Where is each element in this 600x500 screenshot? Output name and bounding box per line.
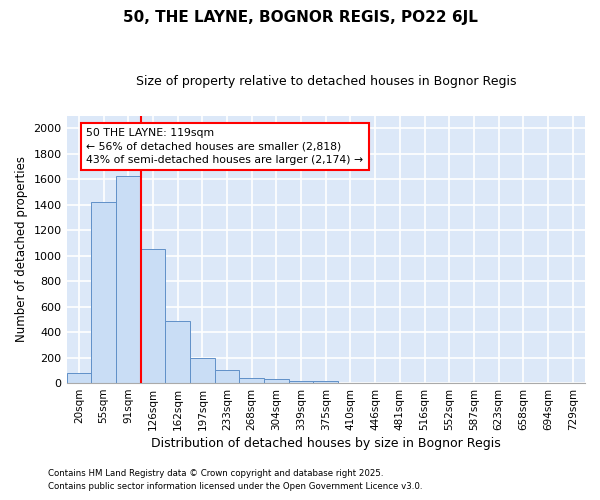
Bar bbox=[289, 380, 313, 383]
Text: 50 THE LAYNE: 119sqm
← 56% of detached houses are smaller (2,818)
43% of semi-de: 50 THE LAYNE: 119sqm ← 56% of detached h… bbox=[86, 128, 364, 164]
Bar bbox=[91, 202, 116, 383]
Bar bbox=[116, 176, 140, 383]
Bar bbox=[264, 379, 289, 383]
Text: Contains HM Land Registry data © Crown copyright and database right 2025.: Contains HM Land Registry data © Crown c… bbox=[48, 468, 383, 477]
Bar bbox=[140, 250, 165, 383]
X-axis label: Distribution of detached houses by size in Bognor Regis: Distribution of detached houses by size … bbox=[151, 437, 500, 450]
Bar bbox=[215, 370, 239, 383]
Bar bbox=[239, 378, 264, 383]
Y-axis label: Number of detached properties: Number of detached properties bbox=[15, 156, 28, 342]
Title: Size of property relative to detached houses in Bognor Regis: Size of property relative to detached ho… bbox=[136, 75, 516, 88]
Bar bbox=[165, 320, 190, 383]
Text: 50, THE LAYNE, BOGNOR REGIS, PO22 6JL: 50, THE LAYNE, BOGNOR REGIS, PO22 6JL bbox=[122, 10, 478, 25]
Text: Contains public sector information licensed under the Open Government Licence v3: Contains public sector information licen… bbox=[48, 482, 422, 491]
Bar bbox=[313, 381, 338, 383]
Bar bbox=[190, 358, 215, 383]
Bar bbox=[67, 373, 91, 383]
